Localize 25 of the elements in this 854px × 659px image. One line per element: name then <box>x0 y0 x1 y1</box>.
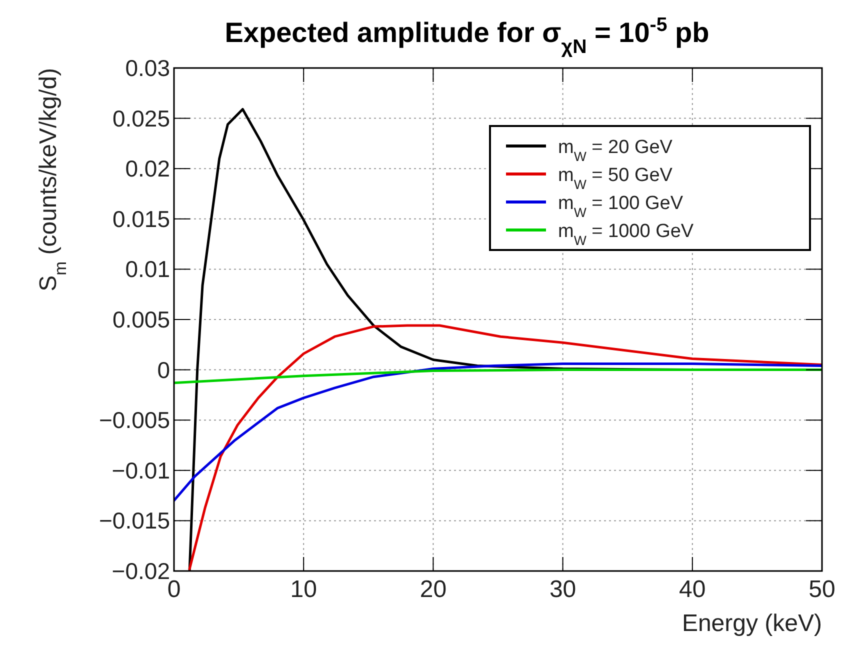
line-series <box>188 324 822 570</box>
y-tick-label: 0.015 <box>112 206 170 232</box>
y-tick-label: −0.01 <box>112 457 170 484</box>
y-tick-label: 0.01 <box>125 256 170 282</box>
line-series <box>174 362 822 502</box>
y-tick-label: 0 <box>157 356 170 383</box>
chart-title: Expected amplitude for σ$_{χN}$ = 10$^{-5}$ pb <box>224 14 710 58</box>
x-axis-title: Energy (keV) <box>682 610 822 637</box>
legend-label: m$_{W}$ = 100 GeV <box>558 193 684 220</box>
y-tick-label: −0.02 <box>112 558 170 584</box>
y-tick-label: −0.005 <box>99 407 170 434</box>
y-tick-label: 0.03 <box>125 55 170 81</box>
legend-label: m$_{W}$ = 1000 GeV <box>558 221 694 248</box>
legend-label: m$_{W}$ = 50 GeV <box>558 165 673 192</box>
legend-label: m$_{W}$ = 20 GeV <box>558 137 673 164</box>
y-tick-label: 0.005 <box>112 306 170 332</box>
x-tick-label: 50 <box>808 576 836 603</box>
x-tick-label: 30 <box>549 576 576 603</box>
x-tick-label: 10 <box>290 576 317 603</box>
y-tick-label: −0.015 <box>99 508 170 534</box>
line-series <box>174 368 822 384</box>
x-tick-label: 40 <box>679 576 706 603</box>
x-tick-label: 20 <box>420 576 447 603</box>
y-tick-label: 0.025 <box>112 105 170 132</box>
y-tick-label: 0.02 <box>125 156 170 182</box>
